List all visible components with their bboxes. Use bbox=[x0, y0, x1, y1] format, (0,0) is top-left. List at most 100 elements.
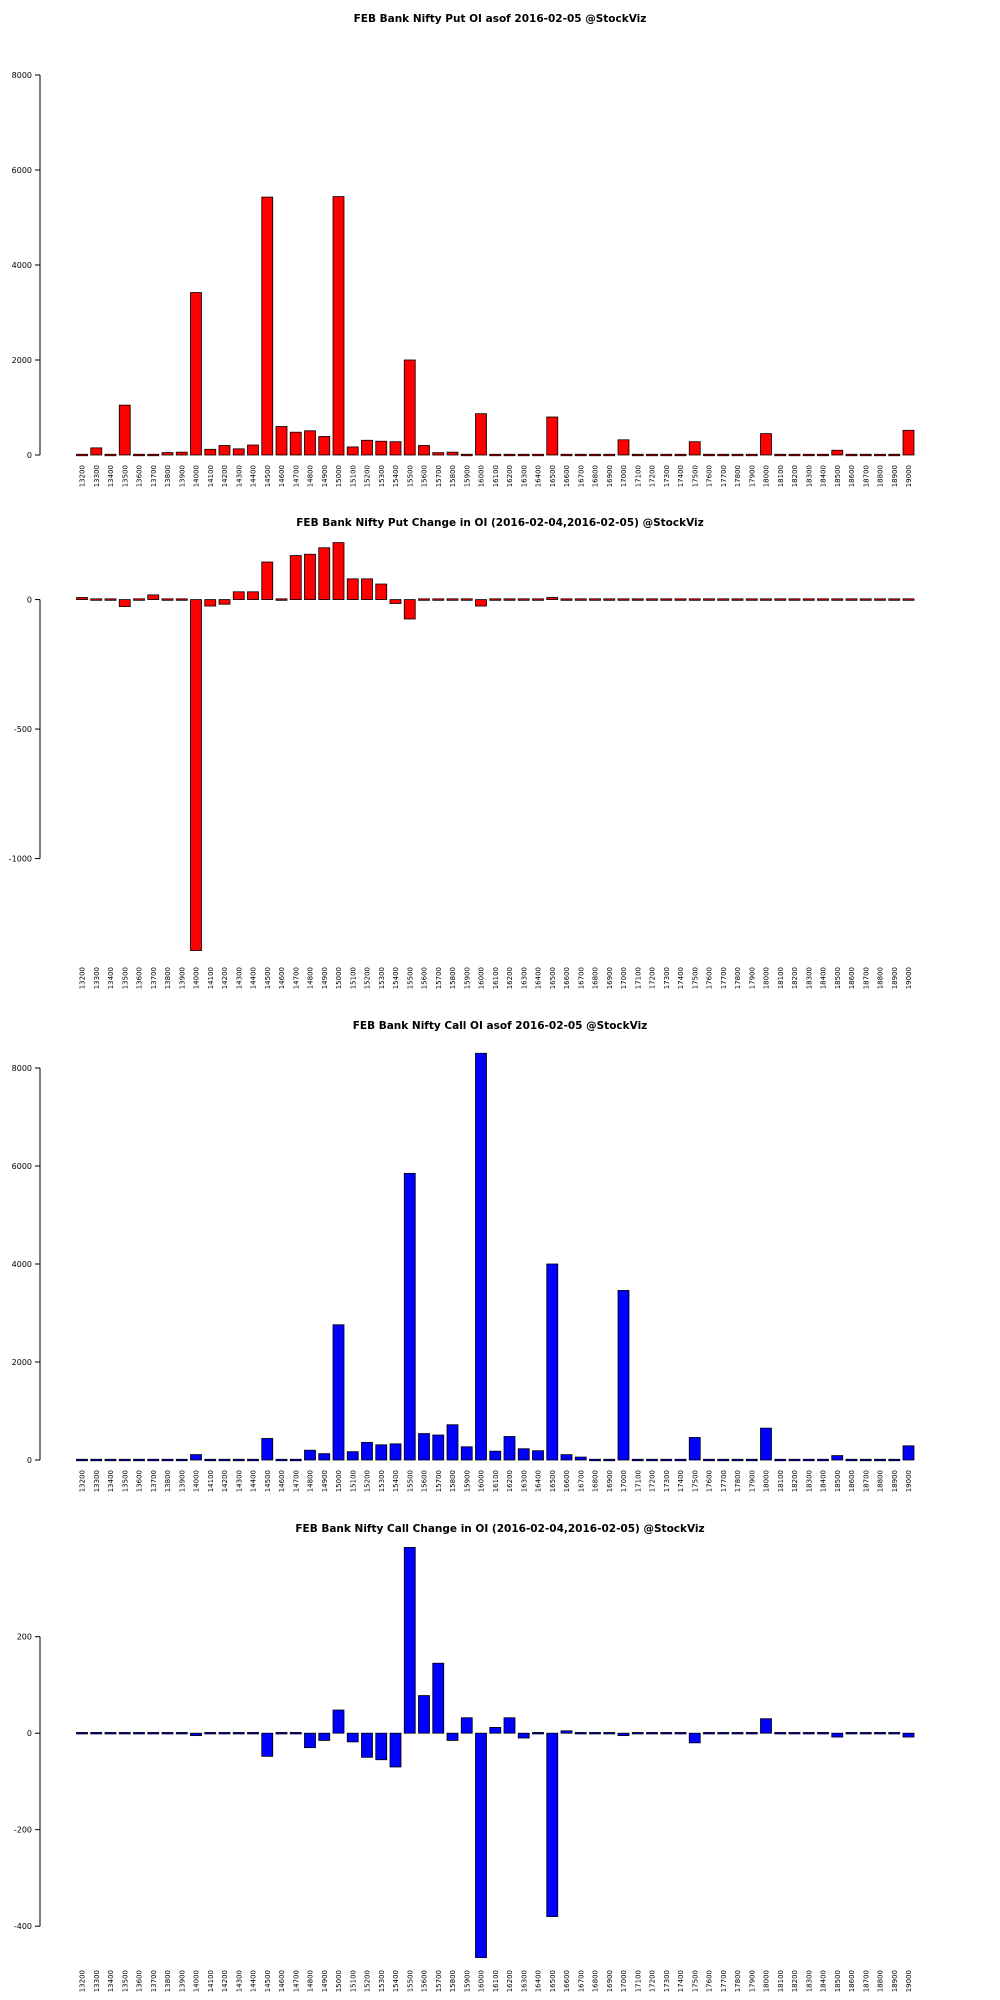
bar-16300 bbox=[517, 1448, 530, 1461]
bar-16500 bbox=[546, 416, 559, 456]
x-tick-label: 15000 bbox=[335, 967, 343, 989]
bar-17400 bbox=[674, 1458, 687, 1462]
x-tick-label: 17300 bbox=[663, 1470, 671, 1492]
y-tick-label: 8000 bbox=[12, 1064, 32, 1073]
bar-17300 bbox=[660, 1458, 673, 1462]
x-tick-label: 13300 bbox=[93, 967, 101, 989]
bar-13300 bbox=[90, 1458, 103, 1462]
bar-17300 bbox=[660, 453, 673, 457]
bar-14100 bbox=[204, 1458, 217, 1462]
bar-18100 bbox=[774, 453, 787, 457]
y-tick-label: 0 bbox=[27, 1729, 32, 1738]
x-tick-label: 16800 bbox=[592, 465, 600, 487]
bar-15800 bbox=[446, 1732, 459, 1741]
x-tick-label: 18000 bbox=[763, 1470, 771, 1492]
x-tick-label: 14000 bbox=[193, 967, 201, 989]
x-tick-label: 18400 bbox=[820, 465, 828, 487]
bar-18800 bbox=[874, 453, 886, 457]
x-tick-label: 16500 bbox=[549, 1470, 557, 1492]
x-tick-label: 18800 bbox=[877, 465, 885, 487]
x-tick-label: 16300 bbox=[520, 967, 528, 989]
x-tick-label: 13900 bbox=[178, 1470, 186, 1492]
bar-18000 bbox=[760, 433, 772, 456]
x-tick-label: 17200 bbox=[649, 1470, 657, 1492]
bar-17500 bbox=[688, 1437, 701, 1461]
bar-16200 bbox=[503, 598, 516, 601]
x-tick-label: 18300 bbox=[805, 1970, 813, 1992]
bar-14800 bbox=[304, 1732, 316, 1749]
x-tick-label: 17700 bbox=[720, 1970, 728, 1992]
x-tick-label: 13900 bbox=[178, 465, 186, 487]
bar-15500 bbox=[403, 359, 416, 456]
bar-17000 bbox=[617, 439, 630, 456]
x-tick-label: 13800 bbox=[164, 465, 172, 487]
x-tick-label: 17900 bbox=[748, 1970, 756, 1992]
bar-18200 bbox=[788, 1458, 801, 1462]
bar-17400 bbox=[674, 453, 687, 457]
x-tick-label: 16400 bbox=[535, 465, 543, 487]
bar-17100 bbox=[631, 1458, 644, 1462]
bar-17400 bbox=[674, 1732, 687, 1735]
bar-17100 bbox=[631, 453, 644, 457]
bar-18400 bbox=[817, 1732, 829, 1735]
y-tick-label: 0 bbox=[27, 451, 32, 460]
x-tick-label: 15300 bbox=[378, 967, 386, 989]
bar-17800 bbox=[731, 453, 744, 457]
y-tick-label: -200 bbox=[14, 1826, 32, 1835]
bar-15600 bbox=[418, 1695, 430, 1734]
bar-17200 bbox=[646, 1732, 658, 1735]
x-tick-label: 15000 bbox=[335, 1970, 343, 1992]
bar-16100 bbox=[489, 1450, 502, 1461]
x-tick-label: 16800 bbox=[592, 1470, 600, 1492]
bar-17000 bbox=[617, 598, 630, 601]
bar-15200 bbox=[361, 439, 373, 456]
bar-17500 bbox=[688, 441, 701, 456]
chart-title: FEB Bank Nifty Call Change in OI (2016-0… bbox=[295, 1523, 704, 1535]
x-tick-label: 16300 bbox=[520, 465, 528, 487]
bar-18000 bbox=[760, 598, 772, 601]
x-tick-label: 18600 bbox=[848, 1470, 856, 1492]
x-tick-label: 18700 bbox=[862, 1470, 870, 1492]
bar-13600 bbox=[133, 1458, 145, 1462]
bar-18500 bbox=[831, 598, 844, 601]
x-tick-label: 15400 bbox=[392, 967, 400, 989]
x-tick-label: 19000 bbox=[905, 1970, 913, 1992]
x-tick-label: 14100 bbox=[207, 1970, 215, 1992]
x-tick-label: 14800 bbox=[307, 1970, 315, 1992]
bar-18700 bbox=[859, 1732, 872, 1735]
x-tick-label: 18100 bbox=[777, 1470, 785, 1492]
bar-18100 bbox=[774, 598, 787, 601]
bar-15100 bbox=[346, 1732, 359, 1743]
x-tick-label: 17800 bbox=[734, 465, 742, 487]
bar-16000 bbox=[475, 413, 487, 456]
x-tick-label: 18000 bbox=[763, 967, 771, 989]
bar-16200 bbox=[503, 1717, 516, 1734]
x-tick-label: 15100 bbox=[349, 465, 357, 487]
x-tick-label: 16200 bbox=[506, 1970, 514, 1992]
bar-14600 bbox=[275, 426, 288, 456]
x-tick-label: 14600 bbox=[278, 967, 286, 989]
y-tick-label: 200 bbox=[17, 1633, 32, 1642]
bar-15900 bbox=[460, 453, 473, 457]
bar-16400 bbox=[532, 453, 544, 457]
bar-16200 bbox=[503, 1436, 516, 1461]
x-tick-label: 17500 bbox=[691, 1970, 699, 1992]
bar-17700 bbox=[717, 598, 730, 601]
bar-13200 bbox=[76, 597, 88, 600]
x-tick-label: 14700 bbox=[292, 465, 300, 487]
x-tick-label: 16900 bbox=[606, 1470, 614, 1492]
x-tick-label: 15300 bbox=[378, 465, 386, 487]
x-tick-label: 18100 bbox=[777, 465, 785, 487]
y-tick-label: 4000 bbox=[12, 1260, 32, 1269]
x-tick-label: 17700 bbox=[720, 967, 728, 989]
x-tick-label: 14200 bbox=[221, 1970, 229, 1992]
bar-16600 bbox=[560, 453, 573, 457]
bar-15300 bbox=[375, 583, 388, 600]
bar-13400 bbox=[104, 598, 117, 601]
bar-16000 bbox=[475, 1052, 487, 1461]
x-tick-label: 17400 bbox=[677, 1970, 685, 1992]
x-tick-label: 14300 bbox=[235, 465, 243, 487]
x-tick-label: 13500 bbox=[121, 1970, 129, 1992]
bar-15300 bbox=[375, 1444, 388, 1461]
x-tick-label: 13600 bbox=[136, 967, 144, 989]
